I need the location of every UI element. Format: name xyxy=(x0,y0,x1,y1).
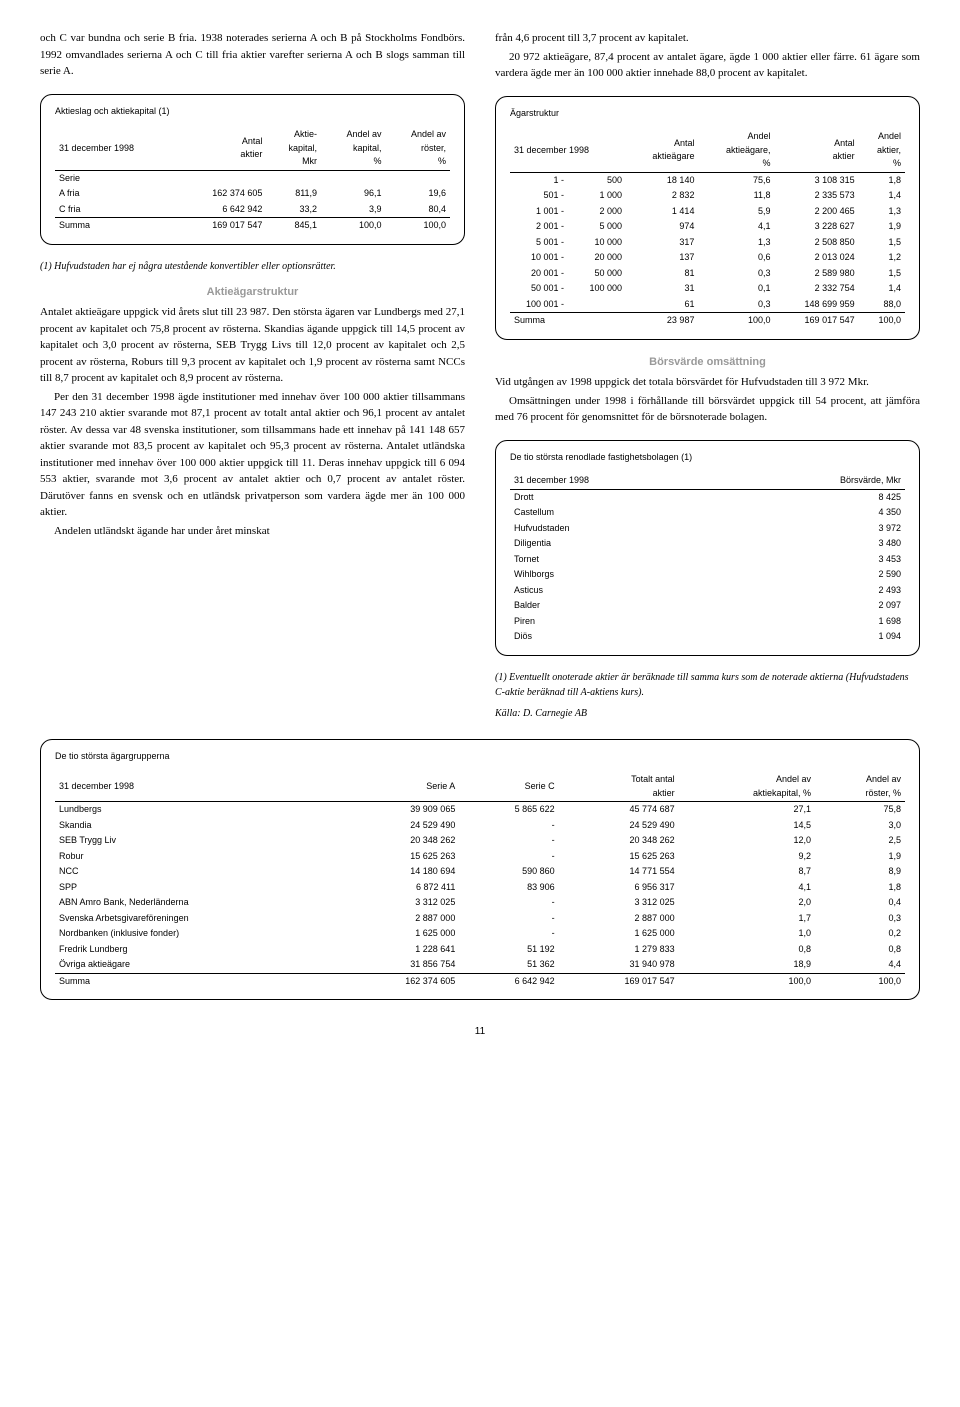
c: 31 december 1998 xyxy=(510,126,626,172)
c: 811,9 xyxy=(266,186,321,202)
foot1: (1) Hufvudstaden har ej några utestående… xyxy=(40,259,465,274)
body5: Omsättningen under 1998 i förhållande ti… xyxy=(495,393,920,426)
c: 100,0 xyxy=(859,313,905,329)
c: aktieägare, xyxy=(726,145,771,155)
c: 6 642 942 xyxy=(179,202,266,218)
c: Börsvärde, Mkr xyxy=(726,470,905,489)
page-number: 11 xyxy=(40,1024,920,1039)
c: 3,9 xyxy=(321,202,385,218)
c: 100,0 xyxy=(679,973,815,989)
intro-right2: 20 972 aktieägare, 87,4 procent av antal… xyxy=(495,49,920,82)
c: Mkr xyxy=(302,156,317,166)
c: 19,6 xyxy=(386,186,451,202)
body3: Andelen utländskt ägande har under året … xyxy=(40,523,465,540)
c: % xyxy=(763,158,771,168)
t2: 31 december 1998 Antal aktieägare Andel ak… xyxy=(510,126,905,329)
c: 100,0 xyxy=(386,218,451,234)
c: 31 december 1998 xyxy=(510,470,726,489)
c: % xyxy=(438,156,446,166)
t1h2a: Antal xyxy=(242,136,263,146)
c: Serie A xyxy=(339,769,459,802)
t1: 31 december 1998 Antal aktier Aktie-kapit… xyxy=(55,124,450,234)
c: röster, % xyxy=(865,788,901,798)
c: 169 017 547 xyxy=(559,973,679,989)
t1h1: 31 december 1998 xyxy=(55,124,179,170)
c: Andel av xyxy=(346,129,381,139)
c: 31 december 1998 xyxy=(55,769,339,802)
c: 169 017 547 xyxy=(775,313,859,329)
c: aktier xyxy=(833,151,855,161)
t4: 31 december 1998 Serie A Serie C Totalt … xyxy=(55,769,905,989)
c: 162 374 605 xyxy=(179,186,266,202)
c: kapital, xyxy=(353,143,382,153)
t2-title: Ägarstruktur xyxy=(510,107,905,121)
c: aktier, xyxy=(877,145,901,155)
c: A fria xyxy=(55,186,179,202)
c: 6 642 942 xyxy=(459,973,558,989)
c: Aktie- xyxy=(294,129,317,139)
c: Andel av xyxy=(776,774,811,784)
t3: 31 december 1998Börsvärde, Mkr Drott8 42… xyxy=(510,470,905,645)
foot3: (1) Eventuellt onoterade aktier är beräk… xyxy=(495,670,920,700)
t4-title: De tio största ägargrupperna xyxy=(55,750,905,764)
c: % xyxy=(373,156,381,166)
c: Serie xyxy=(55,170,179,186)
c: kapital, xyxy=(289,143,318,153)
sh1: Aktieägarstruktur xyxy=(40,284,465,301)
table-aktieslag: Aktieslag och aktiekapital (1) 31 decemb… xyxy=(40,94,465,245)
t3-title: De tio största renodlade fastighetsbolag… xyxy=(510,451,905,465)
c: 100,0 xyxy=(321,218,385,234)
intro-left: och C var bundna och serie B fria. 1938 … xyxy=(40,30,465,80)
c: 23 987 xyxy=(626,313,698,329)
table-agargrupper: De tio största ägargrupperna 31 december… xyxy=(40,739,920,1001)
c: aktieägare xyxy=(652,151,694,161)
t1-title: Aktieslag och aktiekapital (1) xyxy=(55,105,450,119)
c: aktiekapital, % xyxy=(753,788,811,798)
c: 845,1 xyxy=(266,218,321,234)
c: Summa xyxy=(55,218,179,234)
table-fastighet: De tio största renodlade fastighetsbolag… xyxy=(495,440,920,656)
c: Andel av xyxy=(866,774,901,784)
body2: Per den 31 december 1998 ägde institutio… xyxy=(40,389,465,521)
c: Summa xyxy=(55,973,339,989)
c: Totalt antal xyxy=(631,774,675,784)
c: Summa xyxy=(510,313,626,329)
c: 96,1 xyxy=(321,186,385,202)
c: Andel xyxy=(748,131,771,141)
c: 100,0 xyxy=(698,313,774,329)
c: 80,4 xyxy=(386,202,451,218)
c: Antal xyxy=(834,138,855,148)
c: Andel av xyxy=(411,129,446,139)
table-agarstruktur: Ägarstruktur 31 december 1998 Antal aktie… xyxy=(495,96,920,340)
foot3b: Källa: D. Carnegie AB xyxy=(495,706,920,721)
c: Serie C xyxy=(459,769,558,802)
intro-right1: från 4,6 procent till 3,7 procent av kap… xyxy=(495,30,920,47)
c: 100,0 xyxy=(815,973,905,989)
t1h2b: aktier xyxy=(240,149,262,159)
c: Antal xyxy=(674,138,695,148)
c: 162 374 605 xyxy=(339,973,459,989)
body4: Vid utgången av 1998 uppgick det totala … xyxy=(495,374,920,391)
c: % xyxy=(893,158,901,168)
c: Andel xyxy=(878,131,901,141)
body1: Antalet aktieägare uppgick vid årets slu… xyxy=(40,304,465,387)
c: C fria xyxy=(55,202,179,218)
c: 33,2 xyxy=(266,202,321,218)
c: röster, xyxy=(421,143,446,153)
sh2: Börsvärde omsättning xyxy=(495,354,920,371)
c: aktier xyxy=(653,788,675,798)
c: 169 017 547 xyxy=(179,218,266,234)
